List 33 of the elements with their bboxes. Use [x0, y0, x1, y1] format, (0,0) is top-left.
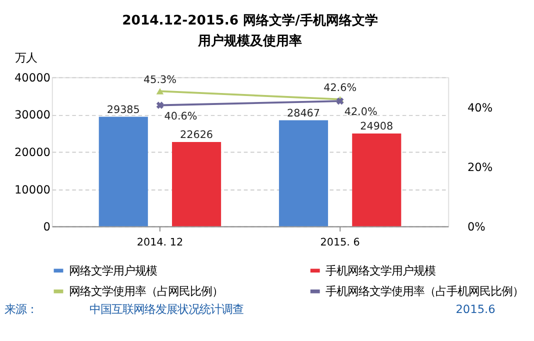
- chart-title: 2014.12-2015.6 网络文学/手机网络文学: [122, 12, 378, 28]
- y-tick-label: 10000: [14, 182, 50, 196]
- point: [156, 102, 164, 109]
- y2-tick-label: 20%: [467, 160, 493, 174]
- data-label: 29385: [106, 104, 140, 116]
- y-tick-label: 30000: [14, 108, 50, 122]
- bar: [352, 133, 402, 226]
- source-note: 来源：: [4, 302, 38, 316]
- legend-label: 手机网络文学用户规模: [325, 263, 436, 278]
- data-label: 24908: [360, 120, 394, 133]
- data-label: 45.3%: [144, 74, 177, 86]
- bar: [278, 120, 328, 226]
- y-tick-label: 0: [43, 220, 50, 234]
- y2-tick-label: 0%: [467, 220, 486, 234]
- y2-tick-label: 40%: [467, 100, 493, 114]
- x-tick-label: 2015. 6: [320, 236, 360, 249]
- text: 2015.6: [456, 302, 496, 316]
- data-label: 42.6%: [324, 82, 357, 94]
- chart-subtitle: 用户规模及使用率: [197, 33, 302, 50]
- bar: [172, 142, 222, 226]
- legend-label: 网络文学用户规模: [68, 263, 157, 278]
- data-label: 22626: [180, 129, 214, 142]
- text: 中国互联网络发展状况统计调查: [90, 302, 244, 316]
- data-label: 40.6%: [164, 110, 198, 122]
- y-tick-label: 40000: [14, 70, 50, 84]
- data-label: 42.0%: [344, 106, 378, 118]
- y-tick-label: 20000: [14, 145, 50, 160]
- x-tick-label: 2014. 12: [136, 236, 184, 249]
- legend-label: 网络文学使用率（占网民比例）: [68, 284, 223, 298]
- legend-label: 手机网络文学使用率（占手机网民比例）: [325, 284, 524, 298]
- data-label: 28467: [287, 107, 320, 120]
- bar: [98, 116, 148, 226]
- y-axis-title: 万人: [14, 50, 37, 65]
